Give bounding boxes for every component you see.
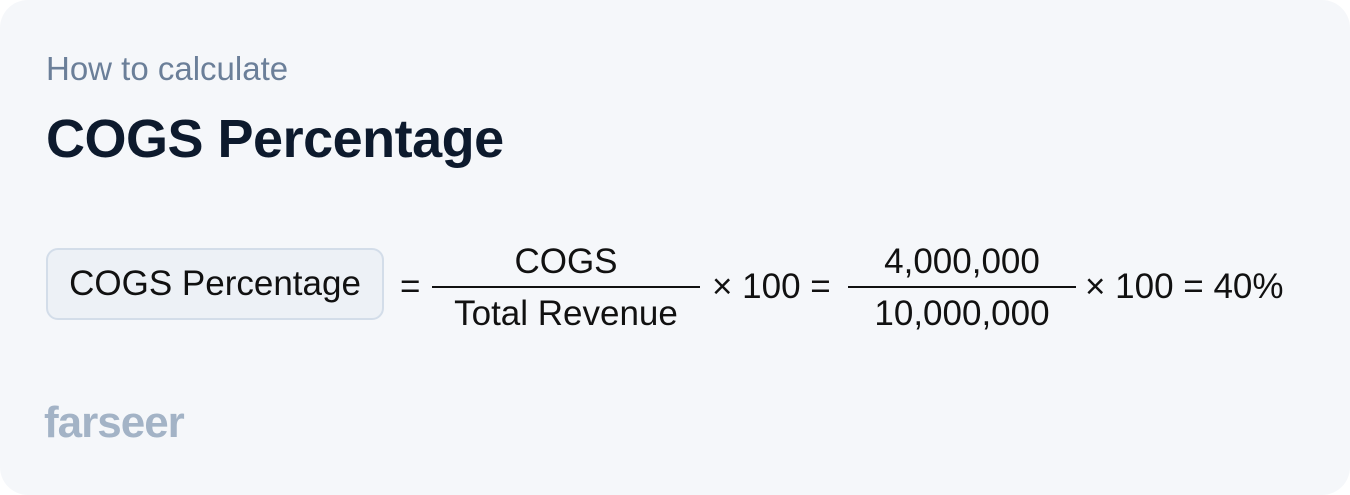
denominator: 10,000,000 <box>874 294 1050 333</box>
fraction-bar <box>848 286 1076 288</box>
result: × 100 = 40% <box>1085 267 1284 306</box>
equals-sign: = <box>400 267 421 306</box>
subtitle: How to calculate <box>46 50 289 87</box>
fraction-formula: COGS Total Revenue <box>432 242 700 334</box>
formula-term-box: COGS Percentage <box>46 248 384 320</box>
multiply-100: × 100 = <box>712 267 831 306</box>
denominator: Total Revenue <box>454 294 678 333</box>
numerator: COGS <box>514 242 618 281</box>
farseer-logo: farseer <box>44 398 185 447</box>
fraction-values: 4,000,000 10,000,000 <box>848 242 1076 334</box>
numerator: 4,000,000 <box>884 242 1040 281</box>
fraction-bar <box>432 286 700 288</box>
page-title: COGS Percentage <box>46 109 504 169</box>
